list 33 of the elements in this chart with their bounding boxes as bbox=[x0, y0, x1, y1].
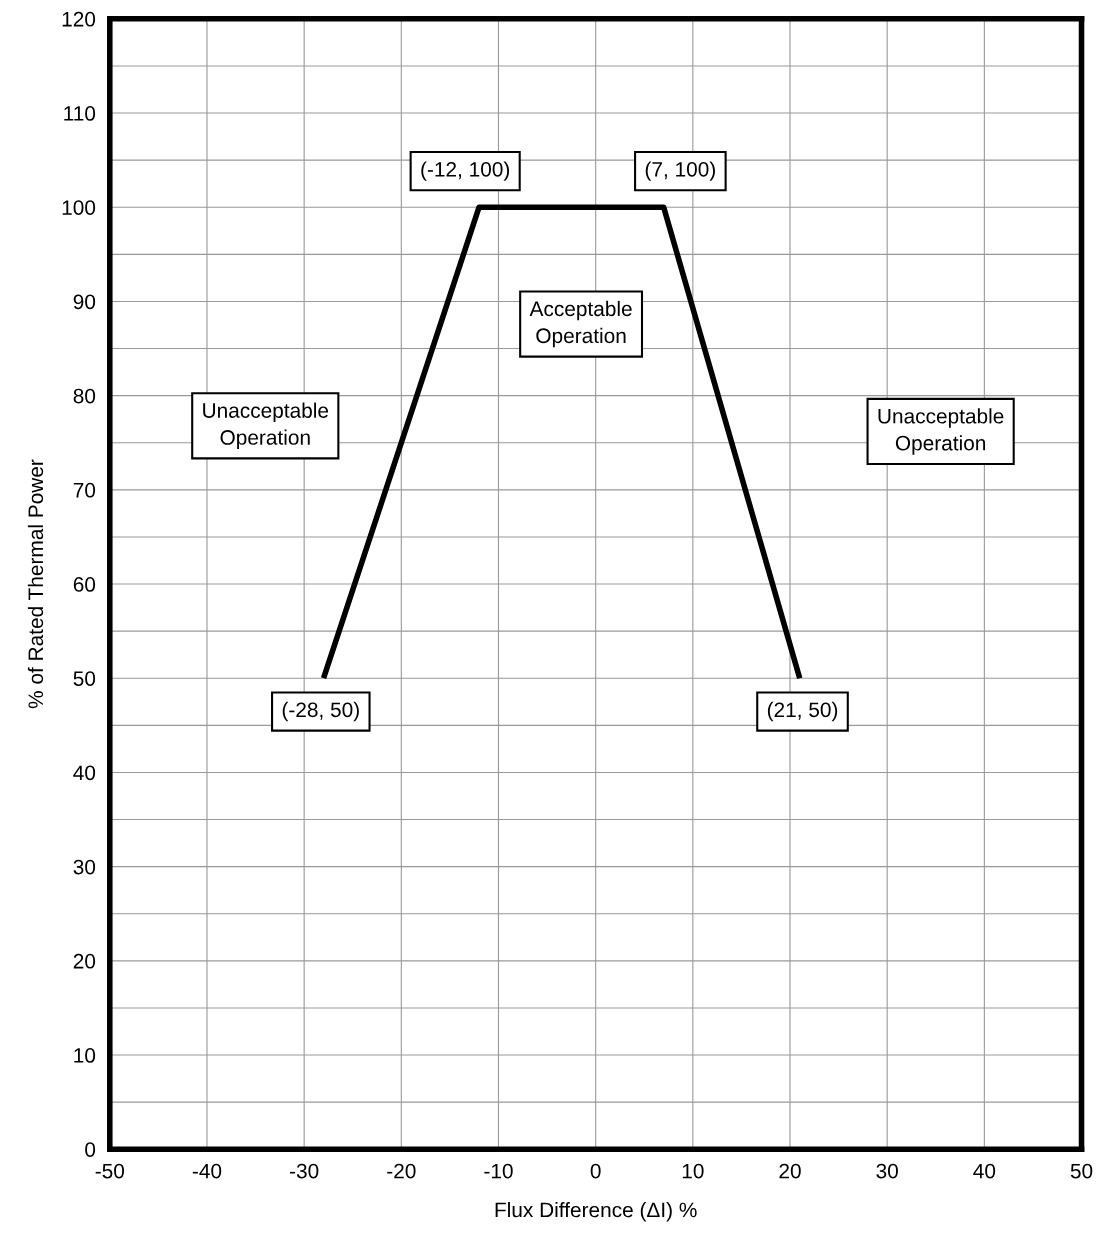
x-axis-title: Flux Difference (ΔI) % bbox=[495, 1201, 697, 1222]
y-tick-label: 30 bbox=[73, 859, 96, 875]
x-tick-label: 40 bbox=[973, 1163, 996, 1179]
x-tick-label: -20 bbox=[387, 1163, 416, 1179]
x-tick-label: 50 bbox=[1070, 1163, 1093, 1179]
y-axis-title: % of Rated Thermal Power bbox=[27, 459, 44, 709]
x-tick-label: -50 bbox=[95, 1163, 125, 1179]
annotation: (-28, 50) bbox=[282, 701, 359, 722]
annotation: (7, 100) bbox=[645, 161, 715, 181]
x-tick-label: -30 bbox=[290, 1163, 319, 1179]
annotation: (-12, 100) bbox=[421, 161, 510, 181]
y-tick-label: 110 bbox=[64, 106, 96, 121]
y-tick-label: 0 bbox=[85, 1142, 96, 1157]
y-tick-label: 90 bbox=[73, 294, 96, 310]
y-tick-label: 120 bbox=[62, 11, 96, 27]
annotation: Unacceptable Operation bbox=[878, 408, 1004, 455]
y-tick-label: 100 bbox=[62, 200, 96, 215]
y-tick-label: 70 bbox=[73, 482, 96, 498]
y-tick-label: 20 bbox=[73, 953, 96, 969]
x-tick-label: 30 bbox=[876, 1163, 898, 1179]
x-tick-label: 10 bbox=[682, 1163, 704, 1179]
y-tick-label: 60 bbox=[73, 577, 96, 592]
annotation: Acceptable Operation bbox=[529, 300, 632, 348]
y-tick-label: 80 bbox=[73, 388, 96, 404]
annotation: Unacceptable Operation bbox=[203, 402, 329, 449]
x-tick-label: 0 bbox=[590, 1163, 601, 1179]
y-tick-label: 50 bbox=[73, 671, 96, 686]
x-tick-label: -40 bbox=[192, 1163, 222, 1179]
x-tick-label: -10 bbox=[484, 1163, 513, 1179]
annotation: (21, 50) bbox=[767, 701, 838, 722]
x-tick-label: 20 bbox=[779, 1163, 801, 1179]
y-tick-label: 40 bbox=[73, 765, 96, 781]
y-tick-label: 10 bbox=[74, 1048, 96, 1063]
